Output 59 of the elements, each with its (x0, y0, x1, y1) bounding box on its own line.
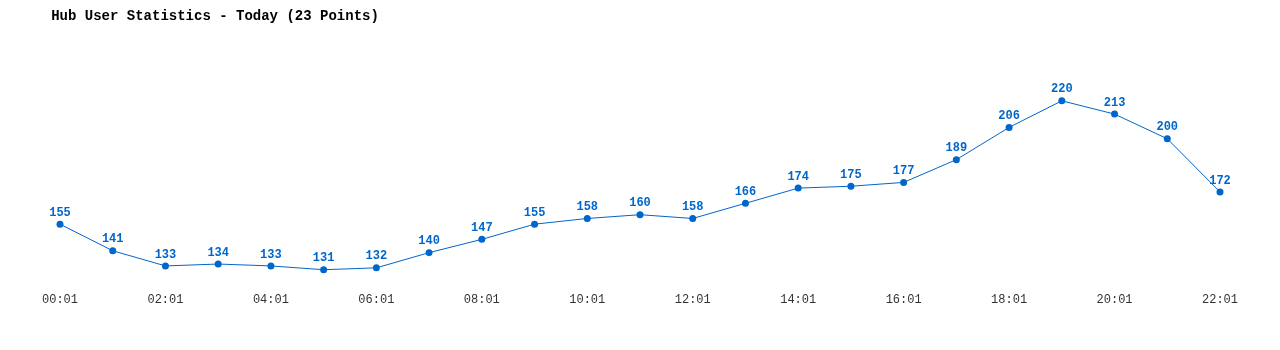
point (900, 178, 908, 186)
point (56, 220, 64, 228)
x-tick-label: 18:01 (991, 293, 1028, 307)
data-label: 220 (1051, 82, 1073, 97)
point (425, 249, 433, 257)
x-tick-label: 22:01 (1201, 293, 1239, 307)
point (794, 184, 802, 192)
point (531, 220, 539, 228)
x-tick-label: 02:01 (147, 293, 184, 307)
x-tick-label: 06:01 (358, 293, 395, 307)
point (372, 264, 380, 272)
point (1111, 110, 1119, 118)
x-tick-label: 20:01 (1096, 293, 1133, 307)
data-label: 155 (49, 205, 71, 220)
data-label: 155 (523, 205, 546, 220)
point (1058, 97, 1066, 105)
point (952, 156, 960, 164)
data-label: 206 (998, 109, 1020, 123)
data-label: 160 (629, 196, 651, 211)
data-label: 140 (418, 234, 440, 249)
data-label: 158 (681, 200, 704, 215)
point (847, 182, 855, 190)
point (1216, 188, 1224, 196)
point (478, 235, 486, 243)
x-tick-label: 16:01 (885, 293, 922, 307)
point (109, 247, 117, 255)
data-label: 147 (471, 220, 493, 235)
point (214, 260, 222, 268)
data-label: 141 (101, 232, 124, 247)
data-label: 200 (1156, 120, 1179, 135)
point (689, 214, 697, 222)
point (161, 262, 169, 270)
data-label: 174 (787, 169, 809, 184)
x-tick-label: 10:01 (569, 293, 606, 307)
point (320, 266, 328, 274)
point (636, 211, 644, 219)
point (741, 199, 749, 207)
data-label: 175 (840, 167, 862, 182)
data-label: 133 (154, 247, 177, 262)
data-label: 131 (312, 251, 335, 266)
data-label: 177 (892, 164, 915, 179)
data-label: 132 (365, 249, 388, 264)
data-label: 133 (260, 247, 282, 262)
point (267, 262, 275, 270)
x-tick-label: 08:01 (463, 293, 500, 307)
data-label: 134 (207, 245, 229, 260)
chart-title: Hub User Statistics - Today (23 Points) (51, 8, 379, 25)
x-tick-label: 12:01 (674, 293, 711, 307)
data-label: 213 (1103, 95, 1126, 110)
point (1163, 135, 1171, 143)
data-label: 172 (1209, 173, 1231, 188)
x-tick-label: 04:01 (252, 293, 289, 307)
point (583, 214, 591, 222)
point (1005, 123, 1013, 131)
data-label: 166 (734, 184, 757, 199)
data-label: 158 (576, 200, 599, 215)
data-label: 189 (945, 141, 968, 156)
x-tick-label: 14:01 (780, 293, 817, 307)
x-tick-label: 00:01 (41, 293, 79, 307)
